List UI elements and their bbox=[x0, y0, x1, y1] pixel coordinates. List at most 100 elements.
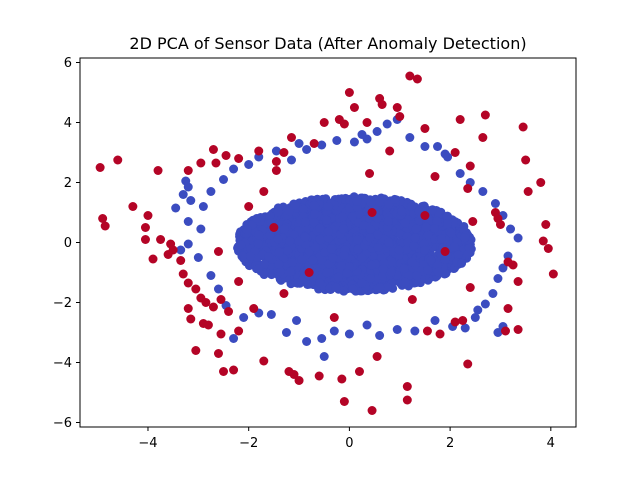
data-point-anomaly bbox=[463, 359, 473, 369]
data-point-anomaly bbox=[128, 202, 138, 211]
data-point-anomaly bbox=[354, 367, 364, 376]
data-point-anomaly bbox=[140, 235, 150, 244]
data-point-normal bbox=[410, 326, 420, 336]
data-point-normal-core bbox=[433, 267, 443, 277]
data-point-anomaly bbox=[140, 223, 150, 232]
data-point-anomaly bbox=[435, 329, 445, 339]
data-point-normal bbox=[183, 217, 193, 226]
data-point-anomaly bbox=[271, 157, 281, 166]
data-point-anomaly bbox=[440, 247, 450, 256]
data-point-normal-core bbox=[315, 278, 325, 288]
data-point-anomaly bbox=[395, 112, 405, 121]
data-point-normal bbox=[329, 326, 339, 336]
data-point-normal-core bbox=[357, 278, 367, 288]
data-point-normal bbox=[392, 325, 402, 334]
data-point-normal-core bbox=[265, 211, 275, 221]
data-point-anomaly bbox=[216, 295, 226, 304]
data-point-normal-core bbox=[273, 207, 283, 217]
y-tick-label: 4 bbox=[64, 116, 72, 131]
data-point-normal bbox=[302, 145, 312, 154]
data-point-normal bbox=[349, 137, 359, 147]
data-point-normal-core bbox=[253, 264, 263, 274]
data-point-anomaly bbox=[208, 145, 218, 154]
data-point-normal bbox=[286, 155, 296, 165]
data-point-normal bbox=[493, 328, 503, 337]
data-point-normal-core bbox=[274, 259, 284, 269]
data-point-normal bbox=[183, 239, 193, 249]
data-point-anomaly bbox=[163, 250, 173, 259]
data-point-normal-core bbox=[285, 267, 295, 277]
data-point-normal-core bbox=[378, 264, 388, 274]
data-point-anomaly bbox=[455, 115, 465, 124]
data-point-normal-core bbox=[242, 225, 252, 235]
data-point-normal-core bbox=[432, 216, 442, 226]
data-point-normal-core bbox=[453, 250, 463, 260]
data-point-anomaly bbox=[254, 146, 264, 156]
data-point-normal-core bbox=[264, 252, 274, 262]
data-point-normal-core bbox=[404, 271, 414, 281]
data-point-normal bbox=[292, 316, 302, 325]
data-point-normal bbox=[178, 190, 188, 199]
data-point-anomaly bbox=[213, 349, 223, 358]
data-point-anomaly bbox=[314, 371, 324, 381]
data-point-anomaly bbox=[503, 304, 513, 313]
data-point-normal-core bbox=[289, 230, 299, 240]
data-point-normal-core bbox=[446, 228, 456, 238]
data-point-normal-core bbox=[331, 283, 341, 293]
data-point-normal bbox=[433, 142, 443, 151]
data-point-normal-core bbox=[353, 244, 363, 254]
data-point-normal bbox=[294, 139, 304, 148]
data-point-normal-core bbox=[383, 216, 393, 226]
data-point-anomaly bbox=[501, 326, 510, 336]
data-point-normal-core bbox=[259, 270, 269, 280]
data-point-normal-core bbox=[300, 232, 310, 242]
data-point-normal-core bbox=[420, 245, 430, 255]
data-point-normal-core bbox=[322, 268, 332, 278]
data-point-anomaly bbox=[513, 277, 523, 286]
data-point-anomaly bbox=[259, 356, 269, 366]
data-point-normal bbox=[405, 133, 415, 142]
data-point-anomaly bbox=[372, 352, 382, 361]
data-point-normal-core bbox=[373, 243, 383, 253]
data-point-normal bbox=[213, 284, 223, 294]
data-point-anomaly bbox=[329, 313, 339, 322]
data-point-normal bbox=[372, 127, 382, 136]
data-point-normal bbox=[229, 334, 239, 343]
x-tick-label: 2 bbox=[446, 436, 454, 451]
data-point-normal bbox=[382, 119, 392, 129]
x-tick-label: −2 bbox=[239, 436, 258, 451]
data-point-normal-core bbox=[290, 200, 300, 210]
data-point-anomaly bbox=[269, 223, 279, 232]
data-point-normal-core bbox=[348, 284, 358, 294]
x-tick-label: 0 bbox=[345, 436, 353, 451]
data-point-normal bbox=[266, 310, 276, 319]
data-point-anomaly bbox=[234, 154, 244, 163]
x-axis: −4 −2 0 2 4 bbox=[138, 427, 555, 451]
data-point-anomaly bbox=[113, 155, 123, 165]
data-point-normal bbox=[478, 187, 488, 196]
data-point-anomaly bbox=[465, 161, 475, 171]
data-point-anomaly bbox=[463, 184, 473, 193]
data-point-normal-core bbox=[390, 194, 400, 204]
data-point-normal-core bbox=[423, 230, 433, 240]
data-point-normal-core bbox=[460, 233, 470, 243]
data-point-normal bbox=[332, 136, 342, 145]
data-point-normal-core bbox=[433, 260, 443, 270]
data-point-normal-core bbox=[333, 272, 343, 282]
data-point-normal-core bbox=[440, 255, 450, 265]
y-axis: −6 −4 −2 0 2 4 6 bbox=[53, 56, 80, 431]
data-point-anomaly bbox=[148, 254, 158, 264]
data-point-anomaly bbox=[289, 370, 299, 379]
data-point-normal bbox=[506, 224, 516, 234]
data-point-normal bbox=[193, 253, 203, 262]
data-point-normal bbox=[186, 196, 196, 205]
data-point-normal-core bbox=[310, 209, 320, 219]
data-point-normal-core bbox=[323, 233, 333, 243]
data-point-normal bbox=[513, 233, 523, 243]
data-point-anomaly bbox=[412, 74, 422, 84]
data-point-normal-core bbox=[336, 261, 346, 271]
data-point-normal bbox=[357, 130, 367, 139]
data-point-normal-core bbox=[421, 222, 431, 232]
data-point-normal-core bbox=[375, 283, 385, 293]
data-point-normal-core bbox=[402, 244, 412, 254]
